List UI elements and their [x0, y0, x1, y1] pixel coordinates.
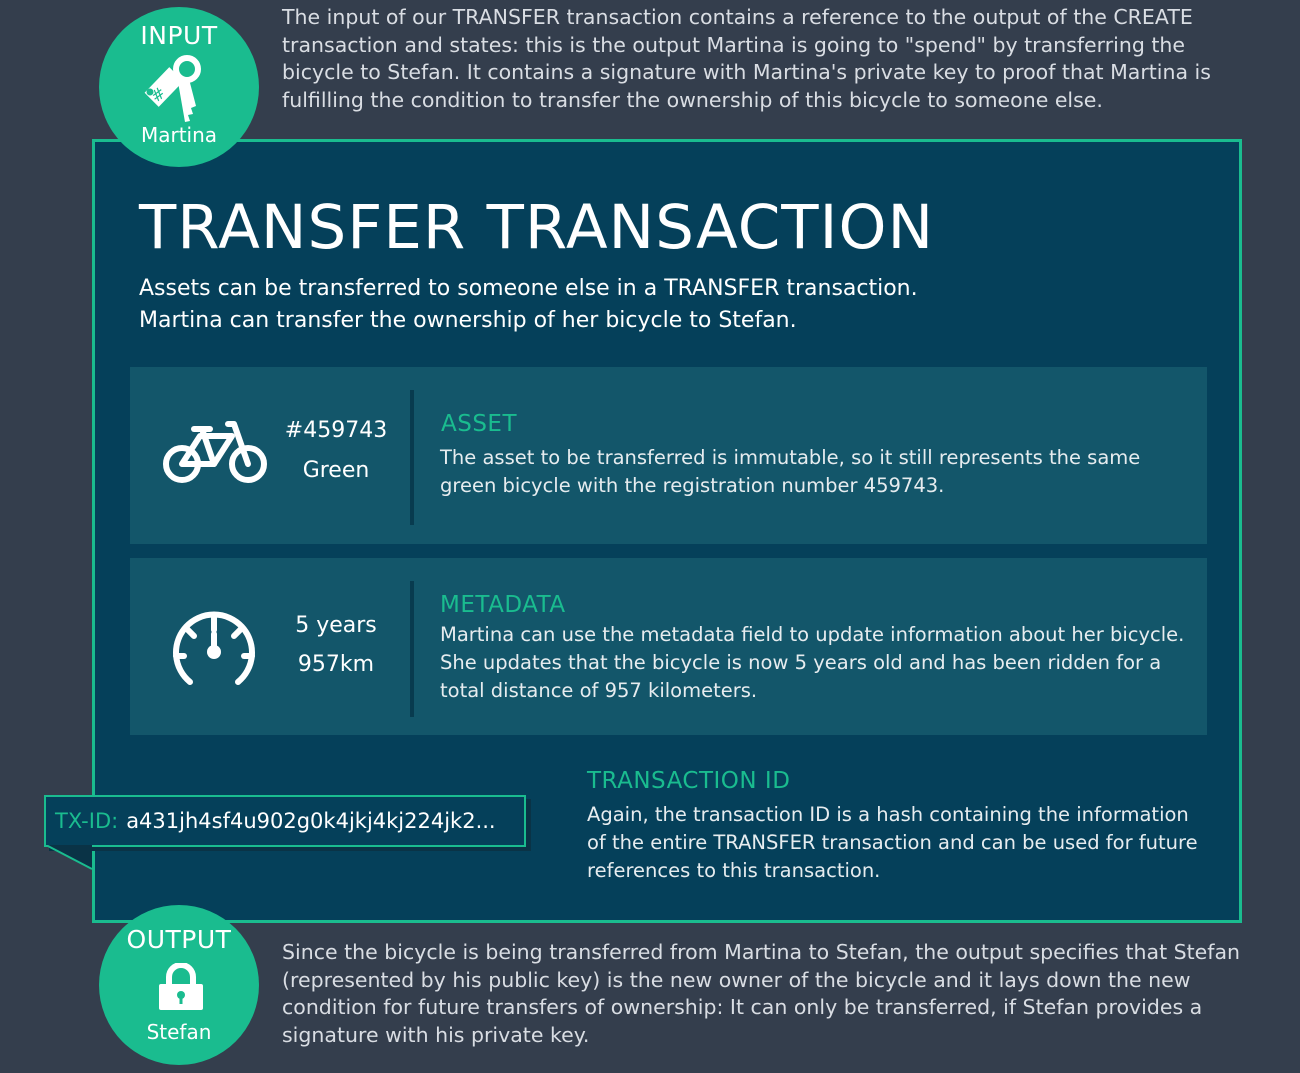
- metadata-panel: 5 years 957km METADATA Martina can use t…: [130, 558, 1207, 735]
- intro-line: Martina can transfer the ownership of he…: [139, 308, 797, 333]
- asset-panel: #459743 Green ASSET The asset to be tran…: [130, 367, 1207, 544]
- bicycle-icon: [163, 421, 267, 483]
- output-description: Since the bicycle is being transferred f…: [282, 940, 1241, 1047]
- output-title: OUTPUT: [126, 925, 232, 954]
- metadata-title: METADATA: [440, 592, 566, 618]
- transaction-id-title: TRANSACTION ID: [587, 768, 791, 794]
- panel-divider: [410, 581, 414, 717]
- intro-line: Assets can be transferred to someone els…: [139, 276, 918, 301]
- input-badge: INPUT # Martina: [99, 7, 259, 167]
- transaction-id-tag: TX-ID: a431jh4sf4u902g0k4jkj4kj224jk2...: [44, 795, 526, 847]
- asset-color-value: Green: [302, 458, 370, 483]
- tag-pointer-shape: [45, 845, 93, 870]
- transaction-id-value: a431jh4sf4u902g0k4jkj4kj224jk2...: [126, 809, 496, 833]
- input-name: Martina: [140, 123, 218, 147]
- asset-title: ASSET: [441, 411, 518, 437]
- asset-id-value: #459743: [284, 418, 388, 443]
- transfer-transaction-box: TRANSFER TRANSACTION Assets can be trans…: [92, 139, 1242, 923]
- metadata-age-value: 5 years: [295, 613, 377, 638]
- speedometer-icon: [173, 611, 255, 685]
- padlock-icon: [159, 963, 203, 1010]
- input-title: INPUT: [140, 21, 218, 50]
- output-name: Stefan: [146, 1020, 212, 1044]
- panel-divider: [410, 390, 414, 525]
- metadata-description: Martina can use the metadata field to up…: [440, 623, 1185, 702]
- metadata-distance-value: 957km: [297, 652, 375, 677]
- transaction-id-label: TX-ID:: [55, 809, 119, 833]
- key-tag-icon: #: [144, 55, 201, 122]
- transaction-id-description: Again, the transaction ID is a hash cont…: [587, 803, 1198, 882]
- output-badge: OUTPUT Stefan: [99, 905, 259, 1065]
- asset-description: The asset to be transferred is immutable…: [440, 446, 1141, 497]
- page-title: TRANSFER TRANSACTION: [139, 192, 935, 263]
- input-description: The input of our TRANSFER transaction co…: [282, 5, 1211, 112]
